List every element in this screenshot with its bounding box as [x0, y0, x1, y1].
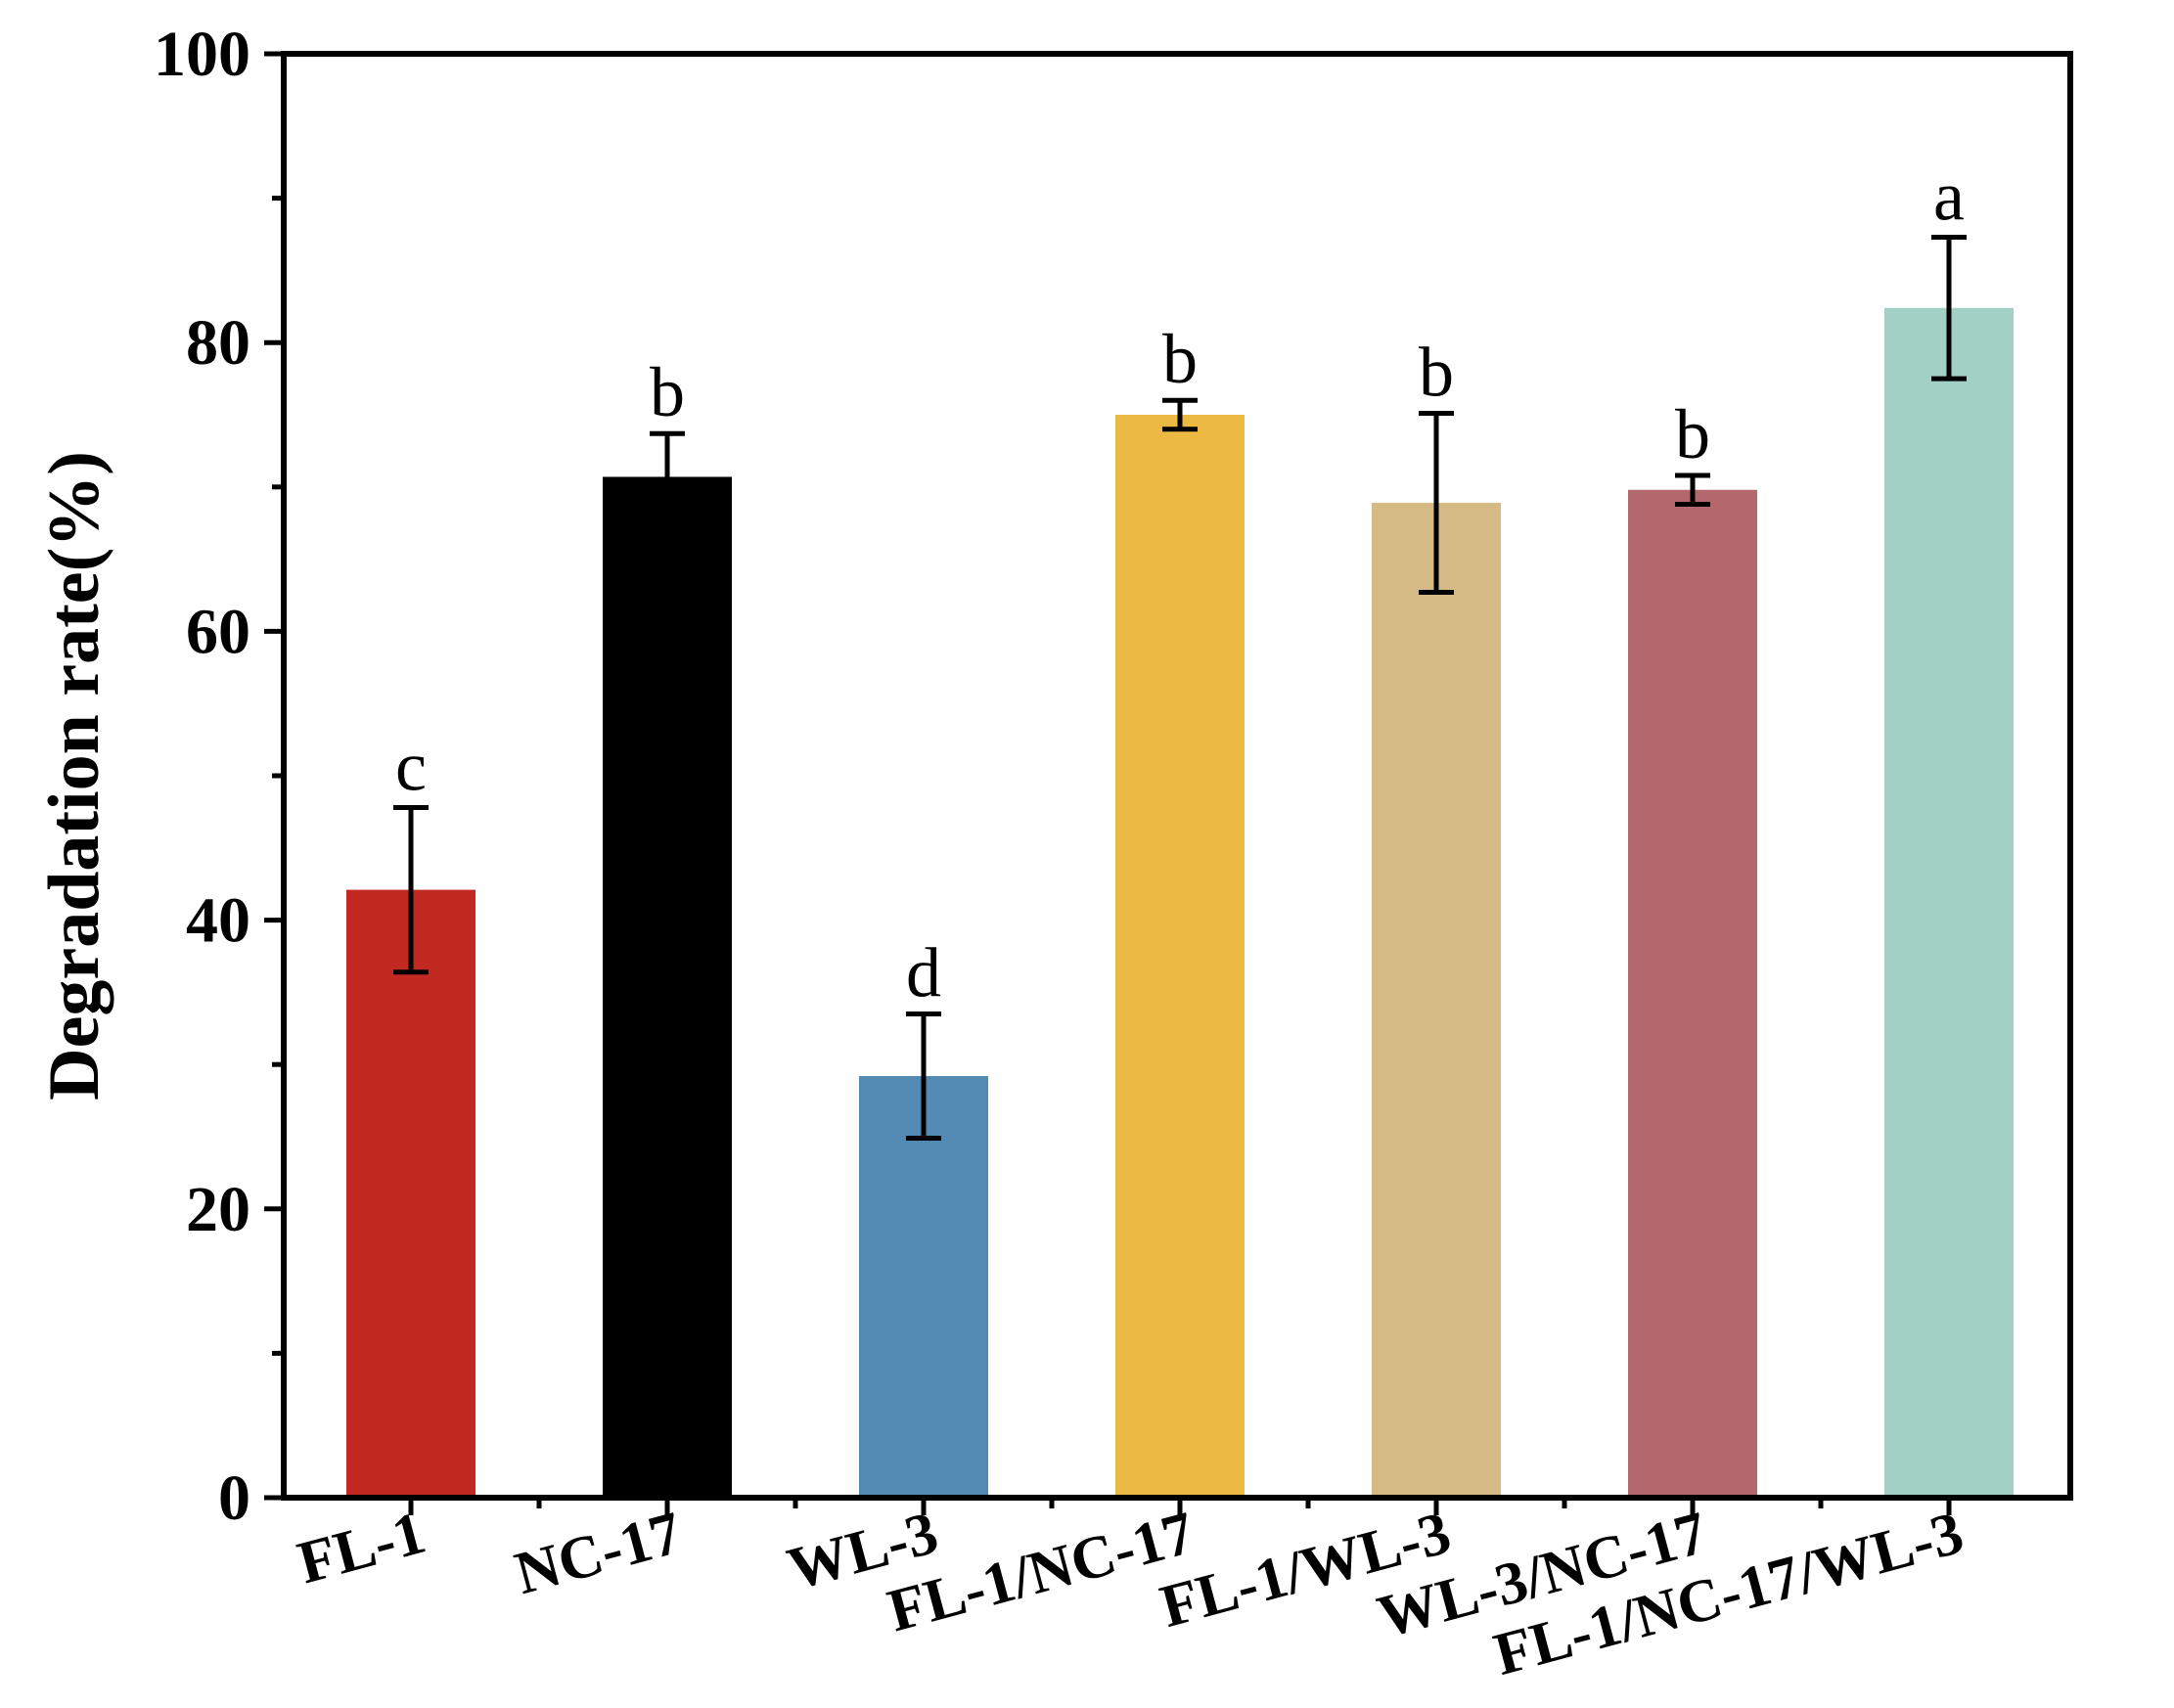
significance-labels-layer: c b d b b b a — [395, 157, 1965, 1011]
bars-layer — [346, 307, 2014, 1499]
significance-label: c — [395, 727, 427, 805]
bar-fl-1-nc-17-wl-3 — [1884, 307, 2014, 1498]
error-bar — [906, 1011, 941, 1141]
y-tick-label: 100 — [154, 19, 250, 90]
bar-fl-1 — [346, 889, 476, 1498]
error-bar — [1419, 411, 1454, 596]
error-bar — [650, 430, 685, 523]
bar-wl-3 — [859, 1076, 988, 1498]
significance-label: b — [650, 353, 685, 431]
x-axis: FL-1 NC-17 WL-3FL-1/NC-17FL-1/WL-3WL-3/NC-… — [292, 1498, 1970, 1688]
significance-label: d — [906, 934, 941, 1012]
significance-label: b — [1419, 334, 1454, 412]
y-axis-title: Degradation rate(%) — [34, 451, 114, 1101]
y-tick-label: 0 — [218, 1462, 250, 1534]
error-bar — [1931, 234, 1967, 382]
significance-label: b — [1675, 395, 1710, 473]
x-tick-label: FL-1 — [292, 1500, 432, 1597]
y-tick-label: 80 — [186, 307, 250, 379]
error-bars-layer — [393, 234, 1967, 1141]
y-tick-label: 20 — [186, 1174, 250, 1245]
significance-label: a — [1933, 157, 1965, 235]
error-bar — [1162, 397, 1198, 432]
bar-wl-3-nc-17 — [1628, 489, 1757, 1499]
y-axis: 0 20 40 60 80 100 — [154, 19, 284, 1534]
error-bar — [393, 804, 429, 975]
bar-fl-1-nc-17 — [1115, 415, 1245, 1498]
bar-nc-17 — [603, 476, 732, 1498]
significance-label: b — [1162, 320, 1198, 398]
bar-fl-1-wl-3 — [1372, 503, 1501, 1498]
x-tick-label: NC-17 — [509, 1500, 689, 1607]
error-bar — [1675, 472, 1710, 508]
y-tick-label: 40 — [186, 885, 250, 957]
y-tick-label: 60 — [186, 596, 250, 667]
